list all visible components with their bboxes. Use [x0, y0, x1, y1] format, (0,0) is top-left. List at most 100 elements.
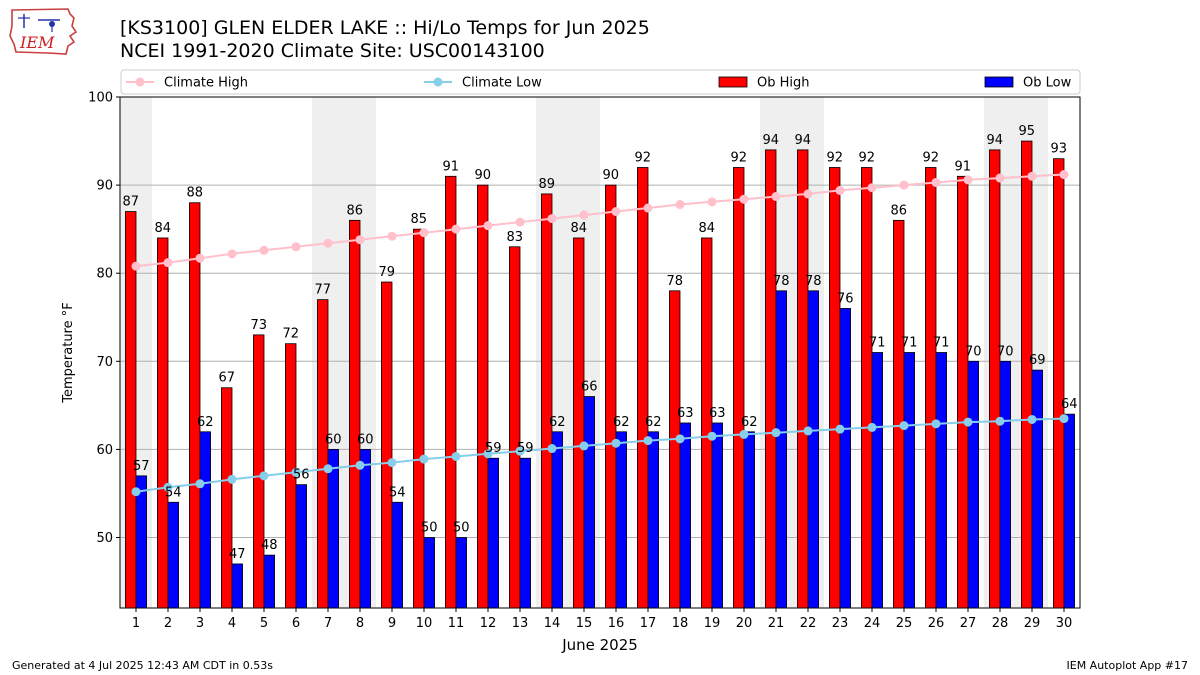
bar-high-day-10: [413, 228, 425, 609]
label-high-day-23: 92: [826, 150, 843, 165]
bar-low-day-10: [423, 537, 435, 609]
bar-high-day-29: [1021, 140, 1033, 609]
bar-high-day-2: [157, 237, 169, 609]
label-low-day-28: 70: [997, 344, 1014, 359]
climate-high-point-day-1: [131, 261, 141, 271]
legend-box: [120, 69, 1081, 95]
climate-high-point-day-4: [227, 249, 237, 259]
label-high-day-29: 95: [1018, 124, 1035, 139]
bar-low-day-15: [583, 396, 595, 609]
climate-high-point-day-25: [899, 180, 909, 190]
bar-low-day-8: [359, 449, 371, 609]
climate-high-point-day-30: [1059, 170, 1069, 180]
label-low-day-2: 54: [165, 485, 182, 500]
climate-low-point-day-29: [1027, 414, 1037, 424]
climate-low-point-day-26: [931, 419, 941, 429]
x-tick-label-18: 18: [672, 616, 689, 631]
label-low-day-17: 62: [645, 415, 662, 430]
label-high-day-15: 84: [570, 221, 587, 236]
label-low-day-6: 56: [293, 468, 310, 483]
bar-low-day-27: [967, 360, 979, 609]
label-low-day-30: 64: [1061, 397, 1078, 412]
label-high-day-7: 77: [314, 283, 331, 298]
x-tick-label-21: 21: [768, 616, 785, 631]
x-tick-label-2: 2: [164, 616, 172, 631]
y-tick-label-60: 60: [96, 443, 113, 458]
iem-logo: IEM: [8, 6, 80, 58]
climate-low-point-day-25: [899, 421, 909, 431]
bar-high-day-27: [957, 175, 969, 609]
bar-value-labels: 87 57 84 54 88 62 67 47 73 48 72 56 77 60 86 60 79 54 85 50…: [122, 124, 1077, 562]
y-tick-label-50: 50: [96, 531, 113, 546]
label-low-day-26: 71: [933, 336, 950, 351]
bar-low-day-2: [167, 501, 179, 609]
bar-low-day-4: [231, 563, 243, 609]
bar-low-day-9: [391, 501, 403, 609]
label-high-day-2: 84: [154, 221, 171, 236]
bar-low-day-6: [295, 484, 307, 609]
plot-frame: [119, 96, 1081, 609]
x-tick-label-28: 28: [992, 616, 1009, 631]
label-low-day-19: 63: [709, 406, 726, 421]
bar-low-day-24: [871, 352, 883, 609]
x-tick-label-11: 11: [448, 616, 465, 631]
bar-high-day-26: [925, 167, 937, 609]
climate-high-point-day-13: [515, 217, 525, 227]
climate-high-point-day-17: [643, 203, 653, 213]
x-tick-label-27: 27: [960, 616, 977, 631]
climate-high-point-day-21: [771, 192, 781, 202]
label-high-day-20: 92: [730, 150, 747, 165]
label-low-day-21: 78: [773, 274, 790, 289]
label-low-day-23: 76: [837, 291, 854, 306]
label-high-day-16: 90: [602, 168, 619, 183]
climate-high-point-day-20: [739, 194, 749, 204]
climate-low-point-day-5: [259, 471, 269, 481]
climate-high-point-day-5: [259, 245, 269, 255]
climate-low-point-day-15: [579, 441, 589, 451]
climate-high-point-day-9: [387, 231, 397, 241]
climate-low-line: [135, 417, 1065, 493]
x-tick-label-6: 6: [292, 616, 300, 631]
label-low-day-5: 48: [261, 538, 278, 553]
climate-low-point-day-9: [387, 458, 397, 468]
bar-high-day-22: [797, 149, 809, 609]
climate-high-point-day-7: [323, 238, 333, 248]
label-low-day-11: 50: [453, 521, 470, 536]
climate-high-line: [135, 173, 1065, 268]
x-tick-label-16: 16: [608, 616, 625, 631]
x-tick-label-22: 22: [800, 616, 817, 631]
bar-high-day-4: [221, 387, 233, 609]
legend-swatch-ob-low: [984, 76, 1014, 88]
bar-high-day-24: [861, 167, 873, 609]
iem-logo-text: IEM: [19, 33, 55, 52]
bar-high-day-17: [637, 167, 649, 609]
climate-low-point-day-3: [195, 479, 205, 489]
bar-low-day-29: [1031, 369, 1043, 609]
legend: Climate High Climate Low Ob High Ob Low: [120, 69, 1081, 95]
bar-low-day-21: [775, 290, 787, 609]
legend-label-climate-low: Climate Low: [462, 76, 542, 91]
climate-high-point-day-11: [451, 224, 461, 234]
label-high-day-28: 94: [986, 133, 1003, 148]
bar-low-day-18: [679, 422, 691, 609]
label-low-day-24: 71: [869, 336, 886, 351]
x-tick-label-26: 26: [928, 616, 945, 631]
bar-high-day-30: [1053, 158, 1065, 609]
label-low-day-1: 57: [133, 459, 150, 474]
climate-high-point-day-29: [1027, 171, 1037, 181]
iem-logo-graphic: IEM: [9, 8, 78, 55]
climate-low-point-day-28: [995, 416, 1005, 426]
label-low-day-4: 47: [229, 547, 246, 562]
label-low-day-20: 62: [741, 415, 758, 430]
label-high-day-6: 72: [282, 327, 299, 342]
bar-high-day-11: [445, 175, 457, 609]
label-high-day-9: 79: [378, 265, 395, 280]
label-high-day-10: 85: [410, 212, 427, 227]
label-high-day-25: 86: [890, 203, 907, 218]
climate-lines: [131, 170, 1069, 497]
label-high-day-1: 87: [122, 195, 139, 210]
legend-label-climate-high: Climate High: [164, 76, 248, 91]
x-tick-label-5: 5: [260, 616, 268, 631]
label-high-day-13: 83: [506, 230, 523, 245]
bar-low-day-7: [327, 449, 339, 609]
